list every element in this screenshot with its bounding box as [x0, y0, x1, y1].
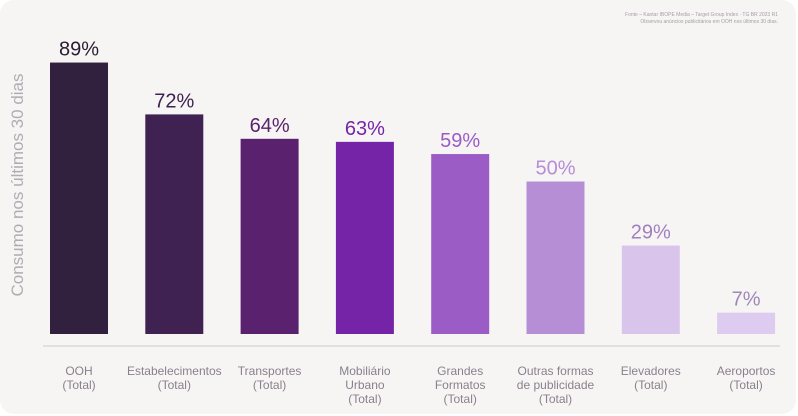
- category-label-line: OOH: [65, 364, 92, 378]
- bar-6: [621, 245, 680, 334]
- data-label-6: 29%: [631, 222, 671, 244]
- category-label-0: OOH (Total): [62, 364, 95, 392]
- bar-0: [50, 62, 108, 335]
- category-label-7: Aeroportos (Total): [717, 364, 776, 392]
- category-label-line: (Total): [539, 392, 572, 406]
- data-label-5: 50%: [535, 158, 575, 180]
- category-label-line: (Total): [158, 378, 191, 392]
- bar-1: [145, 114, 204, 335]
- category-label-1: Estabelecimentos (Total): [127, 364, 222, 392]
- category-label-line: (Total): [253, 378, 286, 392]
- category-label-line: (Total): [348, 392, 381, 406]
- y-axis-label: Consumo nos últimos 30 dias: [8, 73, 27, 296]
- bar-3: [335, 141, 394, 334]
- bar-7: [717, 312, 776, 334]
- bar-4: [431, 154, 490, 334]
- category-label-line: Mobiliário: [339, 364, 391, 378]
- category-label-6: Elevadores (Total): [621, 364, 681, 392]
- category-label-line: (Total): [634, 378, 667, 392]
- category-label-line: Aeroportos: [717, 364, 776, 378]
- category-label-line: Elevadores: [621, 364, 681, 378]
- category-label-2: Transportes (Total): [238, 364, 302, 392]
- source-note-line2: Observou anúncios publicitários em OOH n…: [640, 19, 778, 25]
- category-label-line: (Total): [444, 392, 477, 406]
- category-label-line: Grandes: [437, 364, 483, 378]
- category-label-line: (Total): [62, 378, 95, 392]
- category-label-line: de publicidade: [517, 378, 595, 392]
- category-label-line: Formatos: [435, 378, 486, 392]
- bar-2: [240, 138, 299, 334]
- data-label-0: 89%: [59, 39, 99, 61]
- category-label-3: Mobiliário Urbano (Total): [339, 364, 391, 406]
- category-label-4: Grandes Formatos (Total): [435, 364, 486, 406]
- category-label-line: Urbano: [345, 378, 385, 392]
- category-label-line: Estabelecimentos: [127, 364, 222, 378]
- category-label-line: Outras formas: [517, 364, 593, 378]
- category-label-5: Outras formas de publicidade (Total): [517, 364, 595, 406]
- data-label-1: 72%: [154, 90, 194, 112]
- data-label-3: 63%: [345, 118, 385, 140]
- data-label-2: 64%: [250, 115, 290, 137]
- category-label-line: (Total): [729, 378, 762, 392]
- source-note-line1: Fonte – Kantar IBOPE Media – Target Grou…: [625, 12, 778, 18]
- data-label-4: 59%: [440, 130, 480, 152]
- data-label-7: 7%: [732, 289, 761, 311]
- category-label-line: Transportes: [238, 364, 302, 378]
- bar-5: [526, 181, 585, 334]
- source-note: Fonte – Kantar IBOPE Media – Target Grou…: [588, 12, 778, 26]
